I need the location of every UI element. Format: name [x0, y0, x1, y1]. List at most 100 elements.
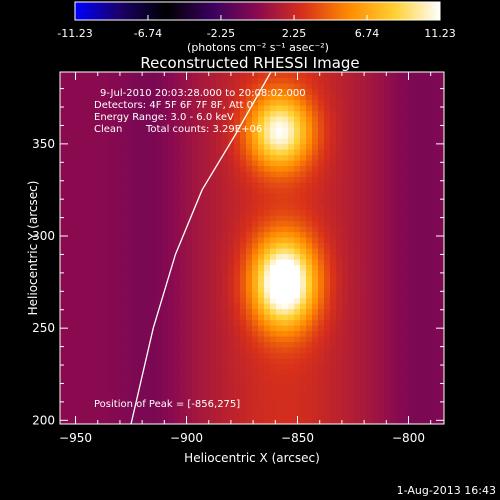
heatmap-cell	[342, 385, 349, 392]
heatmap-cell	[114, 275, 121, 282]
heatmap-cell	[390, 182, 397, 189]
heatmap-cell	[288, 165, 295, 172]
heatmap-cell	[84, 336, 91, 343]
heatmap-cell	[408, 297, 415, 304]
heatmap-cell	[66, 105, 73, 112]
heatmap-cell	[246, 242, 253, 249]
heatmap-cell	[138, 182, 145, 189]
heatmap-cell	[78, 165, 85, 172]
heatmap-cell	[96, 325, 103, 332]
heatmap-cell	[222, 176, 229, 183]
heatmap-cell	[60, 297, 67, 304]
heatmap-cell	[318, 308, 325, 315]
heatmap-cell	[234, 385, 241, 392]
heatmap-cell	[102, 391, 109, 398]
heatmap-cell	[372, 215, 379, 222]
heatmap-cell	[420, 121, 427, 128]
heatmap-cell	[294, 132, 301, 139]
heatmap-cell	[264, 171, 271, 178]
heatmap-cell	[234, 380, 241, 387]
heatmap-cell	[102, 121, 109, 128]
heatmap-cell	[426, 160, 433, 167]
heatmap-cell	[66, 336, 73, 343]
heatmap-cell	[390, 281, 397, 288]
heatmap-cell	[192, 369, 199, 376]
heatmap-cell	[264, 363, 271, 370]
heatmap-cell	[348, 88, 355, 95]
heatmap-cell	[390, 380, 397, 387]
heatmap-cell	[324, 319, 331, 326]
heatmap-cell	[258, 182, 265, 189]
heatmap-cell	[150, 171, 157, 178]
heatmap-cell	[162, 248, 169, 255]
heatmap-cell	[168, 341, 175, 348]
heatmap-cell	[78, 187, 85, 194]
heatmap-cell	[336, 297, 343, 304]
heatmap-cell	[342, 198, 349, 205]
heatmap-cell	[432, 308, 439, 315]
heatmap-cell	[420, 336, 427, 343]
heatmap-cell	[210, 413, 217, 420]
heatmap-cell	[270, 88, 277, 95]
heatmap-cell	[72, 380, 79, 387]
heatmap-cell	[360, 110, 367, 117]
heatmap-cell	[282, 380, 289, 387]
heatmap-cell	[156, 374, 163, 381]
heatmap-cell	[294, 402, 301, 409]
heatmap-cell	[318, 363, 325, 370]
heatmap-cell	[390, 237, 397, 244]
heatmap-cell	[192, 165, 199, 172]
heatmap-cell	[348, 314, 355, 321]
heatmap-cell	[168, 413, 175, 420]
heatmap-cell	[312, 259, 319, 266]
heatmap-cell	[66, 88, 73, 95]
heatmap-cell	[246, 248, 253, 255]
heatmap-cell	[402, 165, 409, 172]
heatmap-cell	[168, 358, 175, 365]
heatmap-cell	[126, 237, 133, 244]
heatmap-cell	[174, 352, 181, 359]
heatmap-cell	[210, 314, 217, 321]
heatmap-cell	[96, 336, 103, 343]
heatmap-cell	[282, 182, 289, 189]
heatmap-cell	[234, 391, 241, 398]
heatmap-cell	[300, 253, 307, 260]
heatmap-cell	[66, 110, 73, 117]
heatmap-cell	[150, 297, 157, 304]
heatmap-cell	[438, 204, 444, 211]
heatmap-cell	[258, 99, 265, 106]
heatmap-cell	[420, 193, 427, 200]
heatmap-cell	[138, 121, 145, 128]
heatmap-cell	[270, 253, 277, 260]
heatmap-cell	[360, 292, 367, 299]
heatmap-cell	[66, 77, 73, 84]
heatmap-cell	[264, 341, 271, 348]
heatmap-cell	[390, 242, 397, 249]
colorbar-unit-label: (photons cm⁻² s⁻¹ asec⁻²)	[187, 41, 329, 54]
heatmap-cell	[174, 226, 181, 233]
heatmap-cell	[426, 297, 433, 304]
heatmap-cell	[60, 341, 67, 348]
heatmap-cell	[276, 165, 283, 172]
heatmap-cell	[66, 209, 73, 216]
heatmap-cell	[192, 132, 199, 139]
heatmap-cell	[204, 407, 211, 414]
heatmap-cell	[78, 121, 85, 128]
heatmap-cell	[60, 413, 67, 420]
heatmap-cell	[252, 209, 259, 216]
heatmap-cell	[60, 358, 67, 365]
heatmap-cell	[342, 132, 349, 139]
heatmap-cell	[432, 231, 439, 238]
heatmap-cell	[264, 270, 271, 277]
heatmap-cell	[78, 143, 85, 150]
heatmap-cell	[108, 83, 115, 90]
heatmap-cell	[144, 347, 151, 354]
heatmap-cell	[174, 396, 181, 403]
heatmap-cell	[186, 325, 193, 332]
heatmap-cell	[114, 209, 121, 216]
heatmap-cell	[282, 330, 289, 337]
heatmap-cell	[60, 391, 67, 398]
heatmap-cell	[306, 77, 313, 84]
heatmap-cell	[372, 110, 379, 117]
heatmap-cell	[384, 77, 391, 84]
